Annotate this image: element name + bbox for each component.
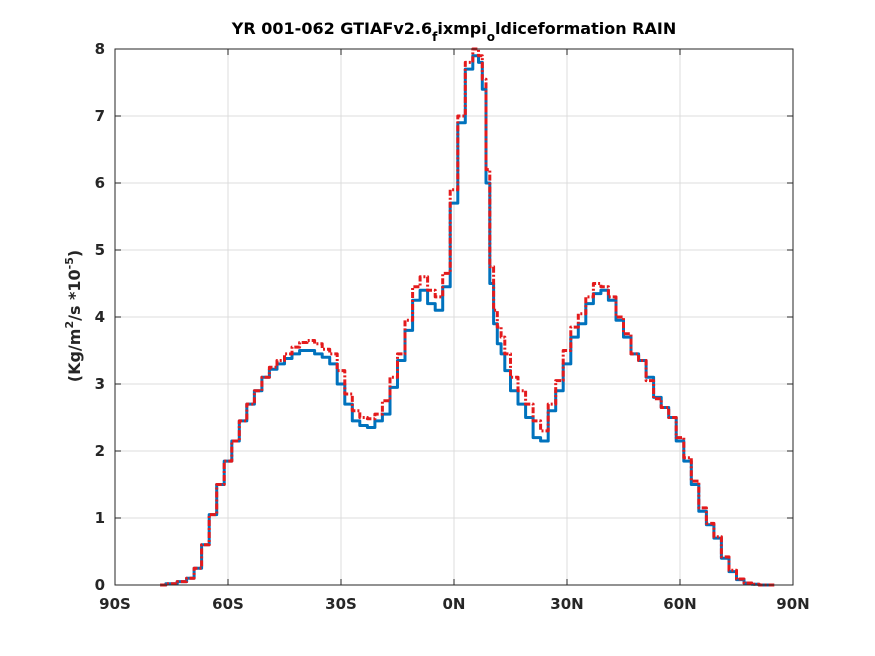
y-tick-label: 7 — [95, 107, 105, 125]
x-tick-label: 0N — [443, 595, 466, 613]
x-tick-label: 30S — [325, 595, 357, 613]
grid — [114, 48, 794, 586]
x-tick-label: 30N — [550, 595, 583, 613]
y-tick-label: 8 — [95, 40, 105, 58]
y-tick-label: 4 — [95, 308, 105, 326]
y-tick-label: 0 — [95, 576, 105, 594]
x-tick-label: 60S — [212, 595, 244, 613]
x-tick-label: 60N — [663, 595, 696, 613]
chart-title: YR 001-062 GTIAFv2.6fixmpioldiceformatio… — [231, 19, 676, 44]
y-tick-label: 5 — [95, 241, 105, 259]
y-tick-label: 1 — [95, 509, 105, 527]
series-layer — [160, 47, 775, 587]
series-line-1 — [160, 54, 775, 587]
y-tick-label: 2 — [95, 442, 105, 460]
ticks: 90S 60S 30S 0N 30N 60N 90N 0 1 2 3 4 5 6 7 8 — [95, 40, 810, 613]
y-tick-label: 6 — [95, 174, 105, 192]
x-tick-label: 90N — [776, 595, 809, 613]
y-axis-label: (Kg/m2/s *10-5) — [63, 250, 84, 382]
x-tick-label: 90S — [99, 595, 131, 613]
series-line-2 — [160, 47, 775, 587]
y-tick-label: 3 — [95, 375, 105, 393]
